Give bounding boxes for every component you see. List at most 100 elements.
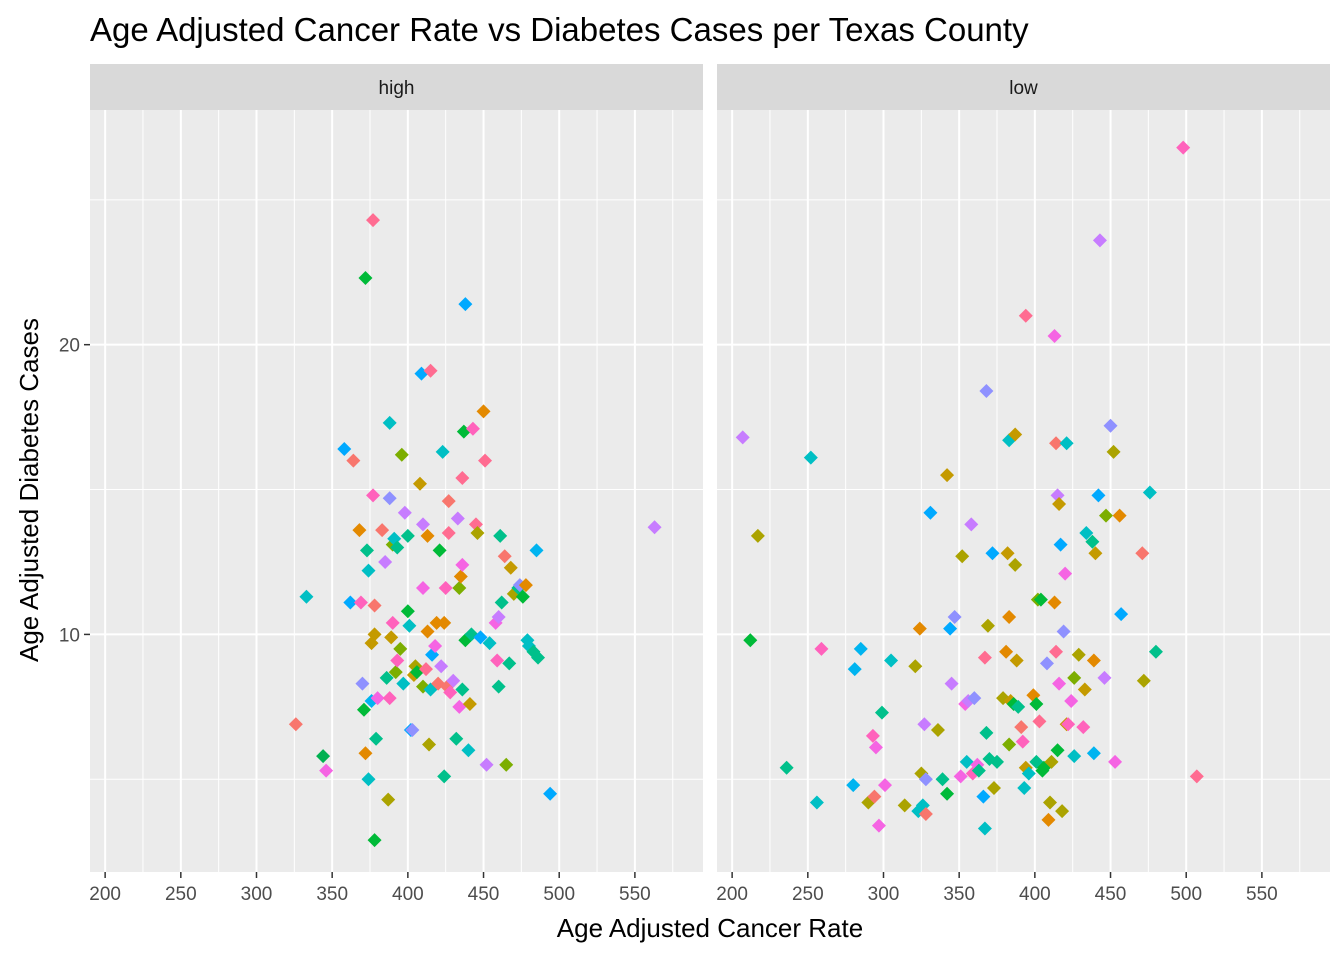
data-point xyxy=(923,505,938,520)
data-point xyxy=(400,528,415,543)
data-point xyxy=(940,786,955,801)
data-point xyxy=(397,505,412,520)
data-point xyxy=(1061,717,1076,732)
data-point xyxy=(1076,720,1091,735)
data-point xyxy=(1047,595,1062,610)
data-point xyxy=(1176,140,1191,155)
data-point xyxy=(1086,746,1101,761)
data-point xyxy=(288,717,303,732)
data-point xyxy=(1039,656,1054,671)
data-point xyxy=(468,517,483,532)
data-point xyxy=(415,517,430,532)
data-point xyxy=(491,610,506,625)
data-point xyxy=(370,691,385,706)
panel-low: low 200 250 300 350 400 450 500 550 xyxy=(716,64,1330,905)
data-point xyxy=(1018,308,1033,323)
data-point xyxy=(419,662,434,677)
data-point xyxy=(455,557,470,572)
data-point xyxy=(434,659,449,674)
data-point xyxy=(1021,766,1036,781)
x-tick-label: 250 xyxy=(792,884,824,905)
data-point xyxy=(1097,670,1112,685)
data-point xyxy=(441,494,456,509)
data-point xyxy=(1136,673,1151,688)
data-point xyxy=(1053,537,1068,552)
x-tick-label: 400 xyxy=(1019,884,1051,905)
data-point xyxy=(912,621,927,636)
data-point xyxy=(1050,743,1065,758)
data-point xyxy=(462,696,477,711)
data-point xyxy=(358,271,373,286)
data-point xyxy=(918,807,933,822)
x-tick-label: 500 xyxy=(543,884,575,905)
data-point xyxy=(959,754,974,769)
data-point xyxy=(868,740,883,755)
data-point xyxy=(453,569,468,584)
data-point xyxy=(393,641,408,656)
data-point xyxy=(482,636,497,651)
data-point xyxy=(884,653,899,668)
data-point xyxy=(967,691,982,706)
data-point xyxy=(1002,610,1017,625)
y-tick-label: 10 xyxy=(59,625,80,646)
data-point xyxy=(897,798,912,813)
data-point xyxy=(490,653,505,668)
data-point xyxy=(878,778,893,793)
data-point xyxy=(420,528,435,543)
x-tick-label: 200 xyxy=(89,884,121,905)
data-point xyxy=(319,763,334,778)
data-point xyxy=(1047,328,1062,343)
data-point xyxy=(874,705,889,720)
data-point xyxy=(369,731,384,746)
plot-panel-background xyxy=(90,110,703,872)
data-point xyxy=(1067,670,1082,685)
data-point xyxy=(979,725,994,740)
data-point xyxy=(529,543,544,558)
data-point xyxy=(388,665,403,680)
x-tick-label: 550 xyxy=(1246,884,1278,905)
data-point xyxy=(867,789,882,804)
data-point xyxy=(1148,644,1163,659)
data-point xyxy=(465,421,480,436)
data-point xyxy=(367,833,382,848)
data-point xyxy=(491,679,506,694)
data-point xyxy=(803,450,818,465)
data-point xyxy=(381,792,396,807)
points-high xyxy=(288,213,662,848)
data-point xyxy=(502,656,517,671)
data-point xyxy=(394,447,409,462)
data-point xyxy=(1098,508,1113,523)
data-point xyxy=(814,641,829,656)
data-point xyxy=(316,749,331,764)
data-point xyxy=(953,769,968,784)
data-point xyxy=(1085,534,1100,549)
data-point xyxy=(461,743,476,758)
plot-panel-background xyxy=(717,110,1330,872)
data-point xyxy=(437,615,452,630)
data-point xyxy=(809,795,824,810)
x-tick-label: 550 xyxy=(619,884,651,905)
data-point xyxy=(743,633,758,648)
data-point xyxy=(1032,714,1047,729)
data-point xyxy=(1189,769,1204,784)
x-tick-label: 200 xyxy=(716,884,748,905)
x-tick-label: 350 xyxy=(943,884,975,905)
data-point xyxy=(1079,526,1094,541)
data-point xyxy=(503,560,518,575)
data-point xyxy=(385,615,400,630)
data-point xyxy=(446,673,461,688)
y-tick-label: 20 xyxy=(59,336,80,357)
data-point xyxy=(390,653,405,668)
data-point xyxy=(415,581,430,596)
x-tick-label: 450 xyxy=(468,884,500,905)
strip-low xyxy=(717,64,1330,110)
data-point xyxy=(964,517,979,532)
data-point xyxy=(452,699,467,714)
data-point xyxy=(366,213,381,228)
data-point xyxy=(1112,508,1127,523)
data-point xyxy=(1064,694,1079,709)
data-point xyxy=(432,543,447,558)
data-point xyxy=(1017,780,1032,795)
data-point xyxy=(1049,436,1064,451)
